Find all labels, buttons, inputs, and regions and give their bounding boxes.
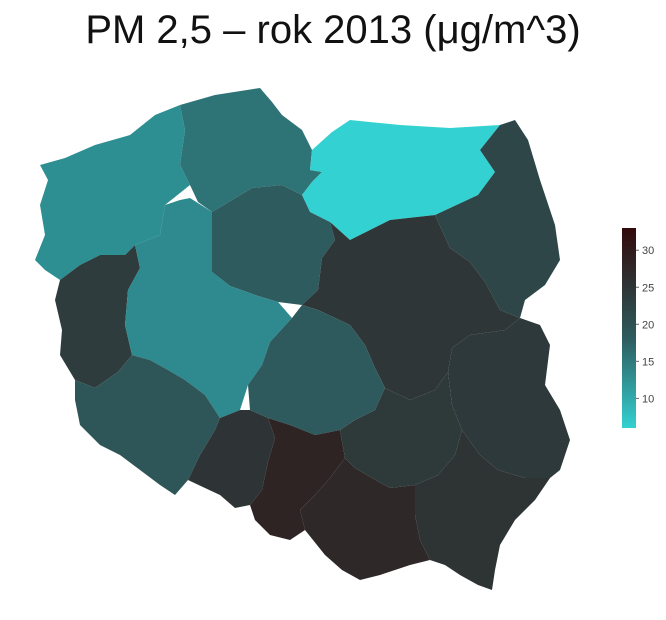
region-swietokrzyskie xyxy=(340,372,462,488)
region-malopolskie xyxy=(300,458,430,580)
chart-title: PM 2,5 – rok 2013 (μg/m^3) xyxy=(85,8,581,52)
region-dolnoslaskie xyxy=(75,355,220,495)
region-wielkopolskie xyxy=(125,198,292,418)
region-podkarpackie xyxy=(415,430,550,590)
region-zachodniopomorskie xyxy=(35,105,190,280)
region-opolskie xyxy=(188,410,275,508)
region-lubuskie xyxy=(55,245,140,388)
region-lubelskie xyxy=(448,318,570,478)
region-warminsko-mazurskie xyxy=(302,120,500,240)
region-lodzkie xyxy=(248,305,385,435)
region-kujawsko-pomorskie xyxy=(212,185,335,305)
region-pomorskie xyxy=(180,88,322,212)
region-podlaskie xyxy=(435,120,560,318)
region-slaskie xyxy=(250,418,345,540)
region-mazowieckie xyxy=(302,215,520,400)
